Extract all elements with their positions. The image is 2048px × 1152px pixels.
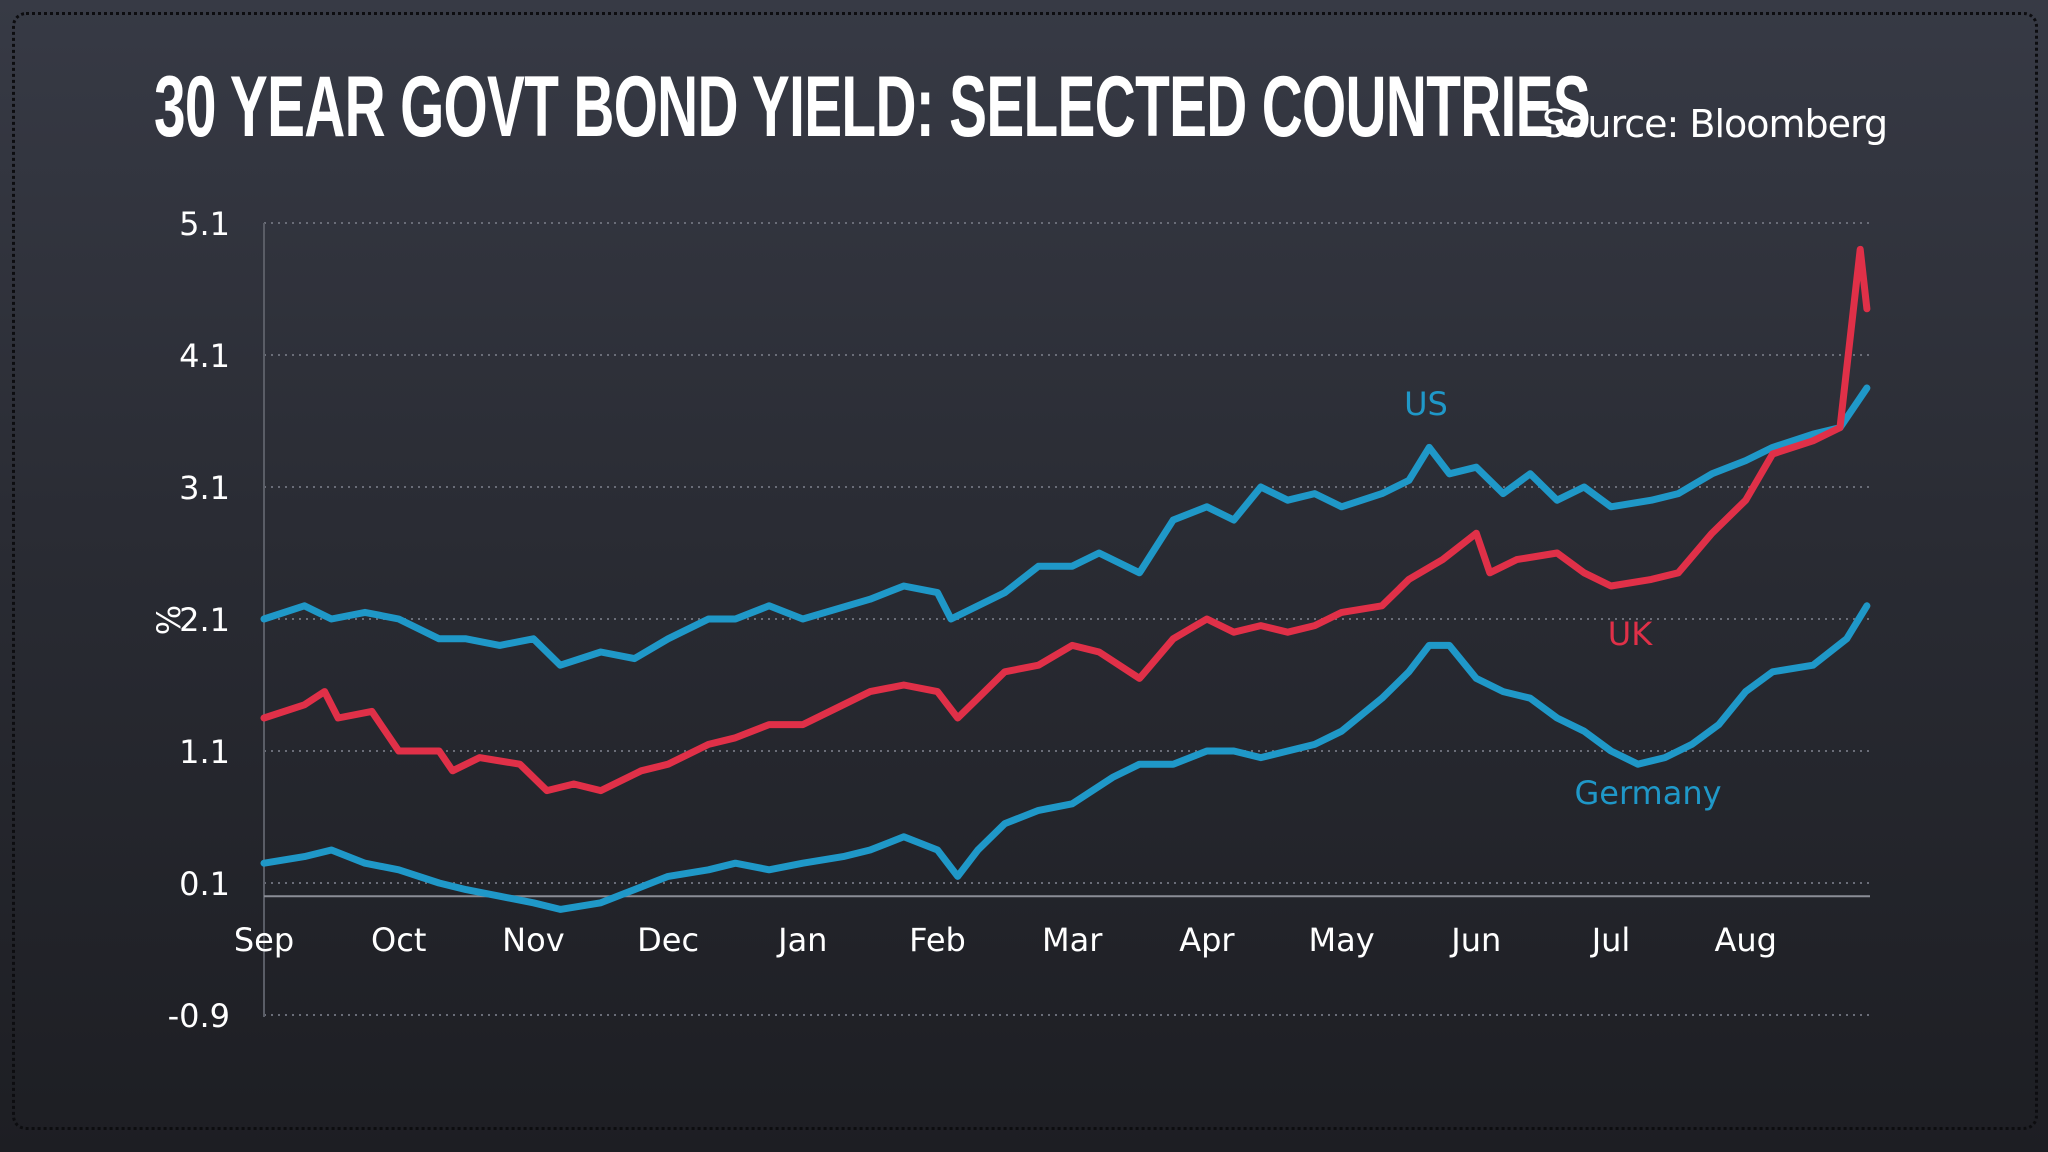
dotted-frame [12,12,2038,1130]
series-label-us: US [1404,385,1448,423]
y-tick-label: 1.1 [179,733,230,771]
x-tick-label: Oct [371,921,426,959]
y-tick-label: 4.1 [179,337,230,375]
source-note: Source: Bloomberg [1542,102,1888,146]
x-tick-label: Aug [1714,921,1776,959]
x-tick-label: Sep [234,921,294,959]
y-axis-label: % [150,605,188,635]
series-line-germany [260,602,1871,913]
y-tick-label: 5.1 [179,205,230,243]
x-tick-label: Apr [1179,921,1235,959]
series-line-uk [260,245,1871,795]
series-label-germany: Germany [1574,774,1721,812]
y-tick-label: 3.1 [179,469,230,507]
x-tick-label: Jun [1449,921,1501,959]
x-tick-label: Mar [1042,921,1103,959]
x-tick-label: Dec [637,921,699,959]
y-tick-label: 2.1 [179,601,230,639]
y-tick-label: -0.9 [168,997,230,1035]
series-line-us [260,384,1871,669]
x-tick-label: Nov [502,921,564,959]
x-tick-label: May [1309,921,1375,959]
x-tick-label: Jul [1590,921,1631,959]
x-tick-label: Jan [776,921,827,959]
series-label-uk: UK [1608,615,1653,653]
x-tick-label: Feb [909,921,966,959]
y-tick-label: 0.1 [179,865,230,903]
chart-title: 30 YEAR GOVT BOND YIELD: SELECTED COUNTR… [154,59,1591,155]
